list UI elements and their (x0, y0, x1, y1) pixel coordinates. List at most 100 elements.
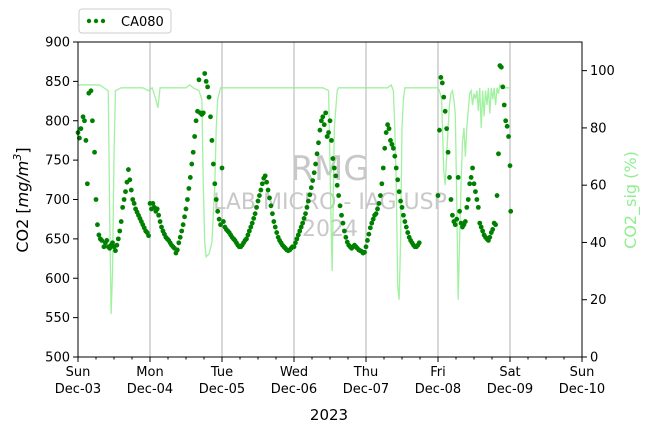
x-axis-title: 2023 (310, 406, 348, 424)
co2-point (487, 234, 493, 240)
y2-tick-label: 80 (590, 121, 607, 136)
co2-point (324, 134, 330, 139)
co2-point (494, 193, 500, 198)
co2-point (501, 102, 507, 108)
co2-point (317, 127, 323, 133)
co2-point (475, 204, 481, 210)
co2-point (478, 224, 484, 230)
series-ca080 (75, 63, 514, 256)
co2-point (337, 203, 343, 209)
co2-point (259, 181, 265, 187)
x-tick-label-weekday: Thu (353, 365, 378, 380)
co2-point (439, 80, 445, 86)
co2-point (455, 175, 461, 180)
co2-point (477, 220, 483, 226)
y2-tick-label: 60 (590, 179, 607, 194)
co2-point (130, 197, 136, 202)
co2-point (254, 204, 259, 210)
co2-point (402, 219, 408, 224)
co2-point (297, 228, 303, 234)
co2-point (493, 222, 498, 228)
co2-point (216, 216, 222, 222)
co2-point (82, 118, 87, 124)
co2-point (205, 84, 211, 90)
co2-point (267, 195, 272, 201)
co2-point (367, 225, 373, 231)
co2-point (251, 216, 257, 221)
y2-axis-title: CO2_sig (%) (621, 151, 641, 249)
co2-point (480, 228, 486, 234)
co2-point (393, 165, 399, 171)
co2-point (291, 244, 297, 250)
co2-point (399, 204, 405, 210)
co2-point (435, 193, 441, 198)
co2-point (183, 206, 189, 212)
co2-point (257, 193, 262, 198)
co2-point (301, 216, 307, 221)
co2-point (115, 236, 121, 242)
co2-point (444, 126, 450, 132)
legend-label: CA080 (121, 15, 164, 30)
legend-marker (100, 18, 106, 24)
co2-point (392, 153, 398, 159)
co2-point (490, 227, 496, 232)
co2-point (270, 211, 275, 217)
co2-point (131, 201, 137, 206)
x-tick-label-weekday: Sun (570, 365, 595, 380)
co2-point (265, 187, 271, 193)
co2-point (249, 220, 255, 226)
co2-point (264, 179, 270, 185)
x-tick-label-date: Dec-04 (127, 382, 173, 397)
co2-point (316, 140, 321, 146)
x-tick-label-weekday: Wed (280, 365, 308, 380)
co2-point (441, 94, 447, 100)
legend[interactable]: CA080 (78, 8, 172, 34)
x-tick-label-date: Dec-03 (55, 382, 101, 397)
co2-point (508, 208, 514, 214)
co2-point (462, 219, 468, 224)
co2-point (190, 149, 196, 155)
co2-point (92, 149, 97, 155)
co2-point (83, 138, 89, 143)
co2-point (386, 126, 392, 132)
co2-point (96, 232, 102, 238)
co2-point (80, 114, 86, 120)
co2-point (395, 177, 401, 183)
co2-point (437, 127, 442, 133)
co2-point (300, 220, 306, 226)
co2-point (334, 182, 340, 188)
co2-point (329, 138, 334, 143)
co2-point (212, 181, 218, 187)
co2-point (383, 130, 389, 135)
y-tick-label: 600 (45, 272, 70, 287)
co2-point (506, 134, 511, 139)
co2-point (438, 75, 444, 80)
co2-point (114, 242, 120, 248)
co2-point (450, 212, 455, 218)
co2-point (244, 236, 249, 242)
co2-point (245, 232, 251, 238)
co2-point (369, 220, 375, 226)
co2-point (496, 151, 501, 157)
co2-point (464, 204, 470, 210)
co2-point (362, 249, 367, 255)
x-tick-label-date: Dec-10 (559, 382, 605, 397)
co2-point (314, 151, 320, 157)
co2-point (379, 181, 385, 187)
co2-point (380, 165, 386, 171)
co2-point (154, 206, 160, 212)
y-tick-label: 900 (45, 36, 70, 51)
y-tick-label: 750 (45, 154, 70, 169)
co2-point (255, 198, 261, 204)
co2-point (343, 234, 349, 240)
co2-point (403, 224, 409, 230)
co2-point (470, 165, 475, 171)
co2-point (258, 187, 264, 193)
co2-point (193, 118, 199, 124)
co2-point (210, 161, 216, 167)
co2-point (150, 201, 156, 206)
co2-point (120, 204, 126, 210)
co2-point (157, 219, 163, 224)
co2-point (468, 175, 474, 180)
co2-point (471, 181, 477, 187)
